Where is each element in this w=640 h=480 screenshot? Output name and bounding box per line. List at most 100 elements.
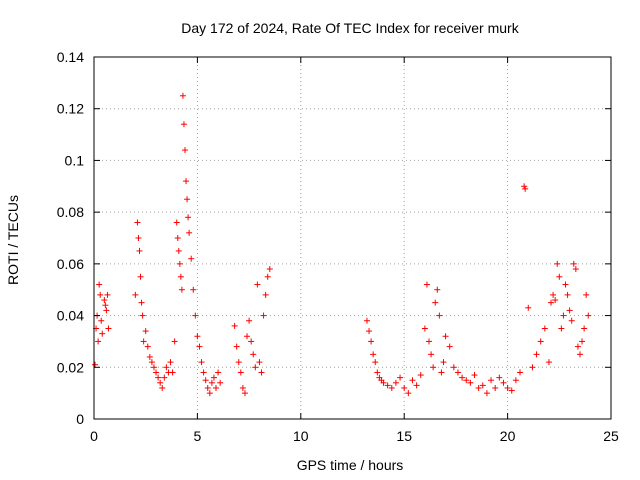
data-point: [215, 369, 222, 376]
data-point: [266, 266, 273, 273]
y-tick-label: 0: [76, 411, 84, 427]
data-point: [105, 325, 112, 332]
x-tick-label: 5: [194, 428, 202, 444]
data-point: [244, 333, 251, 340]
data-point: [572, 266, 579, 273]
x-tick-label: 25: [603, 428, 619, 444]
data-point: [401, 384, 408, 391]
data-point: [392, 379, 399, 386]
data-point: [440, 359, 447, 366]
data-point: [231, 322, 238, 329]
x-tick-label: 10: [293, 428, 309, 444]
data-point: [233, 343, 240, 350]
data-point: [98, 317, 105, 324]
data-point: [372, 359, 379, 366]
data-point: [558, 325, 565, 332]
data-point: [417, 372, 424, 379]
data-point: [173, 219, 180, 226]
data-point: [434, 286, 441, 293]
data-point: [148, 359, 155, 366]
data-point: [508, 387, 515, 394]
data-point: [421, 325, 428, 332]
grid-lines: [94, 57, 611, 419]
data-point: [194, 333, 201, 340]
x-tick-label: 20: [500, 428, 516, 444]
data-point: [169, 369, 176, 376]
data-point: [134, 219, 141, 226]
data-point: [208, 379, 215, 386]
data-point: [202, 377, 209, 384]
data-point: [450, 364, 457, 371]
data-point: [237, 369, 244, 376]
data-point: [537, 338, 544, 345]
data-point: [426, 338, 433, 345]
data-point: [132, 291, 139, 298]
data-point: [171, 338, 178, 345]
data-point: [135, 235, 142, 241]
data-point: [370, 351, 377, 358]
data-point: [566, 307, 573, 314]
data-point: [167, 359, 174, 366]
data-point: [239, 384, 246, 391]
data-point: [467, 379, 474, 386]
y-tick-label: 0.08: [57, 204, 84, 220]
data-point: [241, 390, 248, 397]
data-point: [459, 374, 466, 381]
data-point: [576, 351, 583, 358]
data-point: [217, 379, 224, 386]
data-point: [574, 343, 581, 350]
data-point: [483, 390, 490, 397]
data-point: [570, 260, 577, 267]
data-point: [198, 359, 205, 366]
data-point: [150, 364, 157, 371]
data-point: [102, 302, 109, 309]
data-point: [185, 214, 192, 221]
x-axis-label: GPS time / hours: [297, 457, 404, 473]
data-point: [144, 343, 151, 350]
data-point: [155, 374, 162, 381]
data-point: [250, 351, 257, 358]
chart-title: Day 172 of 2024, Rate Of TEC Index for r…: [181, 20, 519, 36]
data-point: [136, 247, 143, 254]
data-point: [500, 379, 507, 386]
data-point: [204, 384, 211, 391]
data-point: [380, 379, 387, 386]
data-point: [92, 361, 99, 368]
data-point: [188, 255, 195, 262]
data-point: [579, 338, 586, 345]
data-point: [159, 384, 166, 391]
data-point: [138, 299, 145, 306]
data-point: [368, 338, 375, 345]
data-point: [366, 328, 373, 335]
x-tick-label: 0: [90, 428, 98, 444]
data-point: [140, 338, 147, 345]
data-point: [181, 147, 188, 154]
y-tick-label: 0.14: [57, 49, 84, 65]
data-point: [405, 390, 412, 397]
data-point: [521, 183, 528, 190]
data-point: [488, 377, 495, 384]
y-tick-label: 0.12: [57, 101, 84, 117]
data-point: [522, 185, 529, 192]
data-point: [183, 178, 190, 185]
data-point: [248, 338, 255, 345]
data-point: [475, 384, 482, 391]
data-point: [139, 312, 146, 319]
y-tick-labels: 0 0.02 0.04 0.06 0.08 0.1 0.12 0.14: [57, 49, 84, 427]
data-point: [430, 364, 437, 371]
data-point: [556, 273, 563, 280]
data-point: [529, 364, 536, 371]
data-point: [176, 260, 183, 267]
data-point: [196, 343, 203, 350]
data-points: [92, 92, 592, 397]
data-point: [104, 291, 111, 298]
data-point: [146, 353, 153, 360]
data-point: [157, 379, 164, 386]
data-point: [178, 286, 185, 293]
data-point: [206, 390, 213, 397]
data-point: [213, 384, 220, 391]
data-point: [252, 364, 259, 371]
data-point: [438, 369, 445, 376]
axis-ticks: [93, 56, 612, 420]
